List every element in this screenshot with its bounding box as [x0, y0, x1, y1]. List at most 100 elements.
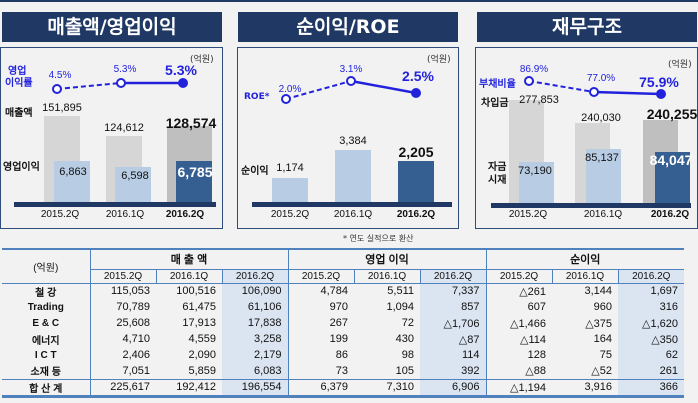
- roe-label: ROE*: [244, 92, 270, 102]
- table-cell: 7,051: [89, 363, 156, 379]
- table-row: 소재 등 7,051 5,859 6,083 73 105 392 △88 △52 261: [2, 363, 684, 379]
- table-cell: △1,620: [618, 315, 684, 331]
- period-label: 2016.2Q: [650, 209, 690, 220]
- table-cell: 61,106: [222, 299, 288, 315]
- row-label: E & C: [32, 317, 60, 329]
- table-cell: 196,554: [222, 378, 288, 396]
- table-row: 철 강 115,053 100,516 106,090 4,784 5,511 7,337 △…: [2, 283, 684, 299]
- table-cell: 607: [485, 299, 552, 315]
- borrowings-value: 240,030: [581, 112, 621, 124]
- panel-title-financial-structure: 재무구조: [477, 12, 697, 42]
- unit-label: (억원): [427, 55, 451, 65]
- period-label: 2016.1Q: [583, 209, 623, 220]
- cash-bar: [655, 152, 690, 204]
- top-rule: [0, 0, 698, 2]
- table-cell: 199: [287, 331, 354, 347]
- table-cell: 970: [287, 299, 354, 315]
- table-cell: △1,194: [485, 378, 552, 396]
- table-cell: 75: [599, 349, 612, 361]
- table-cell: △375: [585, 317, 612, 330]
- cash-value: 73,190: [518, 165, 552, 177]
- table-cell: 106,090: [222, 283, 288, 299]
- table-cell: 100,516: [176, 285, 216, 298]
- segment-results-table: (억원) 매 출 액 영업 이익 순이익 2015.2Q 2016.1Q 2016.…: [2, 248, 684, 398]
- table-cell: 857: [420, 299, 486, 315]
- table-cell: 430: [395, 333, 414, 345]
- net-income-bar: [398, 161, 434, 204]
- period-label: 2015.2Q: [270, 209, 310, 220]
- sales-value: 151,895: [42, 102, 82, 114]
- total-row: 합 산 계 225,617 192,412 196,554 6,379 7,310 6,90…: [2, 378, 684, 396]
- panel-title-net-income: 순이익/ROE: [238, 12, 458, 42]
- cash-value: 85,137: [585, 152, 619, 164]
- x-axis: [14, 202, 216, 207]
- period-label: 2016.2Q: [396, 209, 436, 220]
- footnote: * 연도 실적으로 환산: [343, 234, 414, 243]
- bar1-label: 차입금: [481, 98, 509, 109]
- row-label: 철 강: [35, 287, 57, 299]
- table-cell: △52: [591, 365, 612, 378]
- table-cell: △87: [420, 331, 486, 347]
- table-cell: 164: [593, 333, 612, 345]
- table-cell: 25,608: [89, 315, 156, 331]
- table-cell: 6,379: [287, 378, 354, 396]
- table-cell: 366: [618, 378, 684, 396]
- bar2-label: 시재: [488, 175, 507, 186]
- period-label: 2016.2Q: [165, 209, 205, 220]
- table-row: E & C 25,608 17,913 17,838 267 72 △1,706 △1,466…: [2, 315, 684, 331]
- group-header: 영업 이익: [287, 249, 486, 270]
- table-cell: 4,559: [188, 333, 216, 345]
- net-income-value: 2,205: [398, 144, 434, 160]
- period-header: 2016.2Q: [221, 269, 288, 284]
- table-cell: 17,838: [222, 315, 288, 331]
- borrowings-value: 240,255: [646, 106, 698, 122]
- row-label: Trading: [27, 301, 64, 313]
- table-cell: 316: [618, 299, 684, 315]
- op-profit-value: 6,785: [177, 164, 213, 180]
- x-axis: [252, 202, 452, 207]
- table-cell: 98: [401, 349, 414, 361]
- period-header: 2015.2Q: [287, 269, 354, 284]
- period-label: 2015.2Q: [508, 209, 548, 220]
- sales-value: 124,612: [104, 122, 144, 134]
- table-cell: 62: [618, 347, 684, 363]
- table-cell: 7,337: [420, 283, 486, 299]
- bar1-label: 매출액: [5, 108, 33, 119]
- table-cell: △114: [485, 331, 552, 347]
- roe-value: 2.5%: [402, 68, 434, 84]
- table-cell: 7,310: [354, 378, 420, 396]
- table-cell: 128: [485, 347, 552, 363]
- line-label: 영업: [8, 66, 27, 77]
- table-cell: 86: [287, 347, 354, 363]
- op-profit-value: 6,598: [121, 170, 149, 182]
- table-cell: 192,412: [156, 378, 222, 396]
- table-row: Trading 70,789 61,475 61,106 970 1,094 857 607 9…: [2, 299, 684, 315]
- period-header: 2015.2Q: [485, 269, 552, 284]
- x-axis: [491, 203, 691, 208]
- table-cell: 3,258: [222, 331, 288, 347]
- table-cell: 114: [420, 347, 486, 363]
- period-label: 2015.2Q: [40, 209, 80, 220]
- period-label: 2016.1Q: [105, 209, 145, 220]
- net-income-value: 1,174: [276, 162, 304, 174]
- bar2-label: 자금: [488, 162, 507, 173]
- period-header: 2016.2Q: [419, 269, 486, 284]
- panel-title-sales: 매출액/영업이익: [2, 12, 222, 42]
- roe-value: 3.1%: [339, 64, 363, 75]
- table-cell: 225,617: [89, 378, 156, 396]
- table-cell: 4,784: [287, 283, 354, 299]
- unit-label: (억원): [668, 60, 692, 70]
- table-cell: 105: [395, 364, 414, 377]
- table-cell: 392: [420, 363, 486, 379]
- row-label: 합 산 계: [2, 378, 90, 396]
- margin-value: 5.3%: [113, 64, 137, 75]
- table-cell: △350: [618, 331, 684, 347]
- row-label: I C T: [34, 349, 57, 361]
- table-cell: 72: [401, 317, 414, 329]
- row-label: 에너지: [31, 335, 60, 347]
- debt-ratio-label: 부채비율: [479, 79, 516, 90]
- margin-value: 5.3%: [165, 62, 197, 78]
